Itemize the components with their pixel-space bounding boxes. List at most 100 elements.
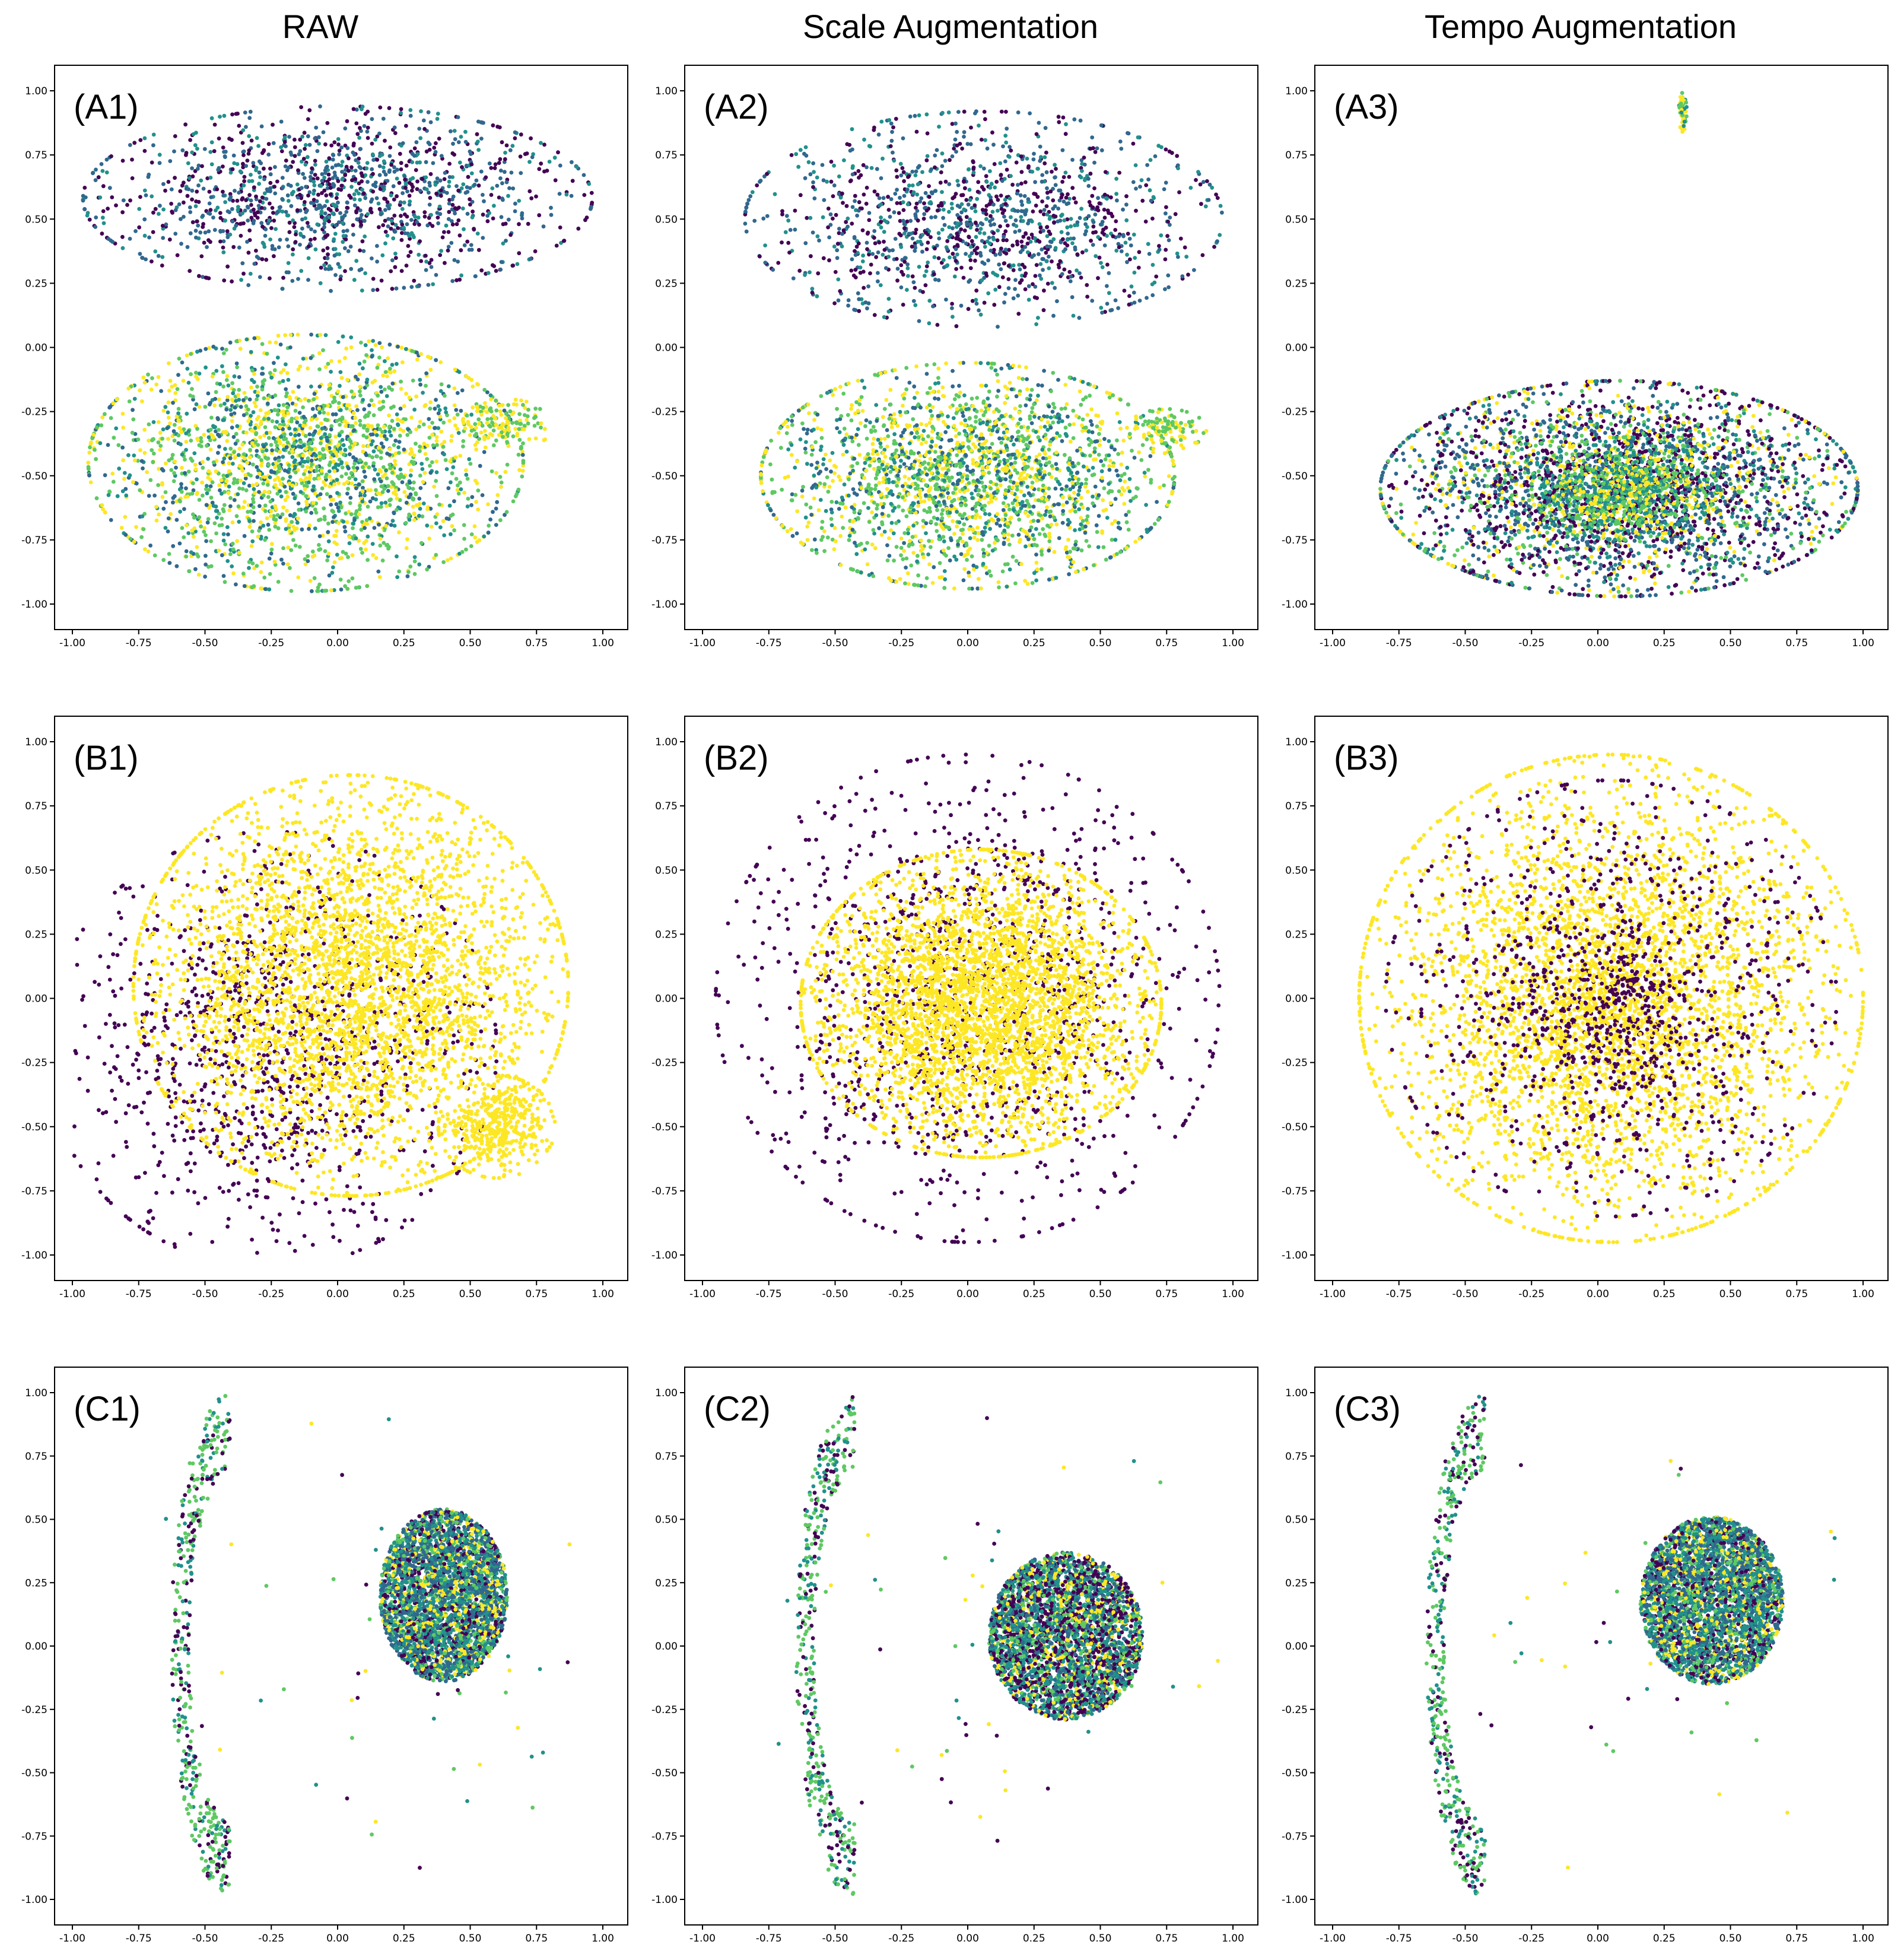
scatter-point [357,156,361,161]
scatter-point [399,345,404,350]
scatter-point [269,469,274,474]
scatter-point [390,471,395,475]
scatter-point [285,193,290,198]
scatter-point [261,523,266,528]
scatter-point [282,139,287,144]
scatter-point [412,511,417,516]
scatter-point [193,467,198,472]
scatter-point [228,504,233,509]
scatter-point [323,365,328,369]
scatter-point [488,424,492,429]
scatter-point [461,182,466,186]
scatter-point [542,142,546,147]
scatter-point [407,202,412,207]
scatter-point [826,225,830,230]
scatter-point [975,196,980,201]
scatter-point [419,352,423,357]
scatter-point [190,174,195,179]
scatter-point [1025,250,1030,255]
scatter-point [975,228,979,232]
scatter-point [901,218,905,223]
scatter-point [201,222,205,226]
scatter-point [529,136,533,141]
scatter-point [927,298,932,303]
scatter-point [454,222,459,227]
scatter-point [160,482,164,487]
scatter-point [268,499,273,504]
scatter-point [230,564,234,568]
scatter-point [340,465,345,470]
scatter-point [360,288,364,293]
scatter-point [247,148,252,152]
scatter-point [240,196,245,201]
scatter-point [495,500,500,504]
scatter-point [434,435,439,439]
scatter-point [434,398,438,402]
scatter-point [929,235,933,239]
scatter-point [340,417,345,421]
scatter-point [537,213,542,218]
scatter-point [329,497,334,502]
scatter-point [293,511,297,516]
scatter-point [471,405,475,409]
scatter-point [1138,185,1142,189]
scatter-point [377,173,382,177]
scatter-point [240,261,245,266]
scatter-point [256,455,261,459]
y-tick-label: -0.50 [21,471,47,482]
scatter-point [348,495,353,500]
scatter-point [1115,198,1119,203]
scatter-point [235,439,240,443]
scatter-point [387,503,392,507]
scatter-point [318,492,323,497]
scatter-point [780,240,784,244]
scatter-point [291,218,295,223]
x-tick-label: -0.75 [126,637,152,649]
scatter-point [809,254,813,259]
scatter-point [383,500,388,505]
scatter-point [310,447,314,452]
scatter-point [281,505,285,510]
scatter-point [190,166,194,170]
scatter-point [511,186,516,190]
scatter-point [329,588,333,593]
scatter-point [276,464,281,469]
scatter-point [184,431,188,436]
scatter-point [313,453,318,457]
scatter-point [330,211,335,215]
scatter-point [166,180,171,184]
scatter-point [1168,223,1172,227]
scatter-point [204,539,208,544]
scatter-point [219,478,224,482]
scatter-point [481,120,485,125]
scatter-point [390,480,395,484]
plot-frame [54,65,628,630]
scatter-point [457,277,462,282]
scatter-point [506,403,510,407]
scatter-point [436,112,440,116]
scatter-point [221,460,225,465]
scatter-point [438,212,443,217]
scatter-point [1015,239,1019,244]
scatter-point [503,513,507,517]
y-tick-label: 0.00 [655,342,678,354]
scatter-point [418,420,422,424]
scatter-point [132,141,137,145]
scatter-point [517,222,521,227]
scatter-point [325,439,330,443]
scatter-point [407,395,412,400]
scatter-point [431,282,436,287]
scatter-point [933,246,937,251]
scatter-point [205,443,209,448]
scatter-point [409,231,414,236]
scatter-point [955,231,959,236]
scatter-point [962,109,967,114]
scatter-point [439,249,443,253]
scatter-point [278,450,282,455]
scatter-point [252,371,256,376]
scatter-point [237,446,242,451]
scatter-point [1014,224,1019,228]
scatter-point [310,549,315,554]
scatter-point [311,192,316,196]
scatter-point [268,201,272,206]
